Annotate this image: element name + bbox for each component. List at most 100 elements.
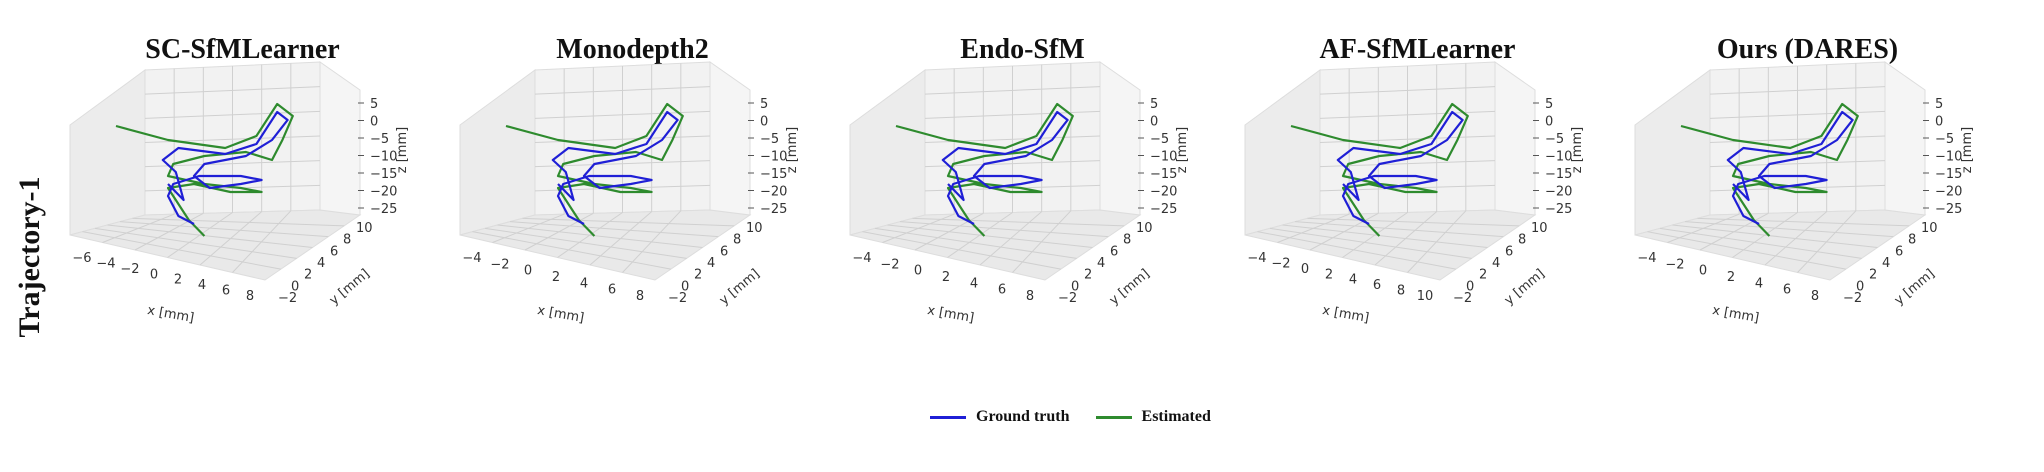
grid-line (1764, 211, 1827, 266)
grid-line (912, 217, 1125, 227)
left-pane (1244, 69, 1321, 236)
x-tick-label: 0 (150, 267, 158, 282)
z-tick-label: 5 (1150, 97, 1158, 112)
z-tick-label: −20 (1935, 185, 1962, 200)
y-tick-label: −2 (1453, 291, 1472, 306)
axes-box (69, 61, 362, 281)
grid-line (1684, 221, 1894, 238)
z-tick-label: −5 (1935, 132, 1954, 147)
trajectory-estimated (505, 102, 684, 237)
y-tick-label: 4 (1097, 256, 1105, 271)
right-pane (1099, 61, 1141, 216)
z-tick-label: 0 (1935, 115, 1943, 130)
x-tick-label: 8 (636, 289, 644, 304)
y-tick-label: −2 (1058, 291, 1077, 306)
y-axis-label: y [mm] (1892, 266, 1938, 308)
legend-item-ground-truth: Ground truth (930, 408, 1070, 426)
grid-line (522, 217, 735, 227)
y-tick-label: 10 (1531, 221, 1548, 236)
trajectory-ground-truth (1726, 110, 1854, 225)
z-tick-label: −15 (1935, 167, 1962, 182)
z-tick-label: −5 (1150, 132, 1169, 147)
x-tick-label: 4 (580, 276, 588, 291)
grid-line (887, 224, 1093, 248)
x-tick-label: 0 (524, 264, 532, 279)
left-pane (459, 69, 536, 236)
z-tick-label: 5 (1545, 97, 1553, 112)
trajectory-estimated (1290, 102, 1469, 237)
legend-swatch-estimated (1095, 415, 1132, 419)
z-tick-label: −10 (1150, 150, 1177, 165)
grid-line (119, 221, 329, 238)
x-tick-label: 0 (1301, 262, 1309, 277)
panel-af-sfmlearner: AF-SfMLearner 5 0 −5 −10 −15 −20 −25 z [mm] −4 −2… (1225, 0, 1610, 440)
y-tick-label: 6 (1895, 244, 1903, 259)
y-tick-label: 0 (291, 279, 299, 294)
panel-endo-sfm: Endo-SfM 5 0 −5 −10 −15 −20 −25 z [mm] −4 −2 0 2 4 6 8… (830, 0, 1215, 440)
y-tick-label: 8 (733, 233, 741, 248)
z-axis-label: z [mm] (785, 127, 800, 173)
x-tick-label: 4 (1349, 273, 1357, 288)
z-tick-label: −15 (1545, 167, 1572, 182)
y-tick-label: 10 (1136, 221, 1153, 236)
plot-3d: 50−5−10−15−20−25z [mm]−4 −2 0 2 4 6 8 10x [mm]−… (1244, 61, 1585, 326)
y-tick-label: 10 (1921, 221, 1938, 236)
x-tick-label: −2 (880, 257, 899, 272)
x-tick-label: −4 (1637, 251, 1656, 266)
grid-line (1269, 227, 1472, 259)
panel-title: Endo-SfM (960, 34, 1085, 65)
y-axis-label: y [mm] (717, 266, 763, 308)
x-tick-label: 10 (1417, 289, 1434, 304)
grid-line (1647, 231, 1846, 270)
z-tick-label: 0 (1150, 115, 1158, 130)
x-tick-label: 8 (246, 289, 254, 304)
legend-item-estimated: Estimated (1095, 408, 1211, 426)
x-tick-label: −2 (1271, 256, 1290, 271)
z-tick-label: 5 (1935, 97, 1943, 112)
x-tick-label: 8 (1397, 284, 1405, 299)
grid-line (862, 231, 1061, 270)
grid-line (94, 227, 297, 259)
grid-line (899, 221, 1109, 238)
legend-label-ground-truth: Ground truth (976, 408, 1070, 425)
z-tick-label: −10 (760, 150, 787, 165)
x-tick-label: 6 (998, 283, 1006, 298)
z-tick-label: −5 (760, 132, 779, 147)
x-tick-label: 6 (608, 283, 616, 298)
z-tick-label: −25 (1150, 202, 1177, 217)
row-label: Trajectory-1 (13, 176, 46, 338)
z-tick-label: 5 (370, 97, 378, 112)
x-tick-label: 2 (1325, 267, 1333, 282)
panel-title: SC-SfMLearner (145, 34, 340, 65)
z-tick-label: 0 (370, 115, 378, 130)
y-tick-label: 8 (1908, 233, 1916, 248)
y-tick-label: 2 (1869, 268, 1877, 283)
y-tick-label: 0 (1071, 279, 1079, 294)
y-tick-label: 4 (707, 256, 715, 271)
trajectory-estimated (115, 102, 294, 237)
grid-line (199, 211, 262, 266)
plot-3d: 50−5−10−15−20−25z [mm]−6 −4 −2 0 2 4 6 8x [mm]−… (69, 61, 410, 326)
grid-line (1307, 217, 1520, 227)
panel-monodepth2: Monodepth2 5 0 −5 −10 −15 −20 −25 z [mm] −4 −2 0 2 4… (440, 0, 825, 440)
z-tick-label: −15 (370, 167, 397, 182)
grid-line (1294, 221, 1504, 238)
grid-line (1407, 210, 1467, 273)
z-tick-label: −20 (1150, 185, 1177, 200)
y-tick-label: 6 (720, 244, 728, 259)
y-tick-label: 8 (343, 233, 351, 248)
grid-line (232, 210, 292, 273)
x-tick-label: 4 (198, 278, 206, 293)
z-tick-label: −25 (1935, 202, 1962, 217)
x-tick-label: 2 (942, 270, 950, 285)
axes-box (1244, 61, 1537, 281)
y-tick-label: 2 (1084, 268, 1092, 283)
y-tick-label: 0 (1856, 279, 1864, 294)
y-tick-label: 4 (1492, 256, 1500, 271)
x-axis-label: x [mm] (926, 303, 975, 326)
grid-line (1659, 227, 1862, 259)
x-tick-label: −6 (72, 251, 91, 266)
y-tick-label: 6 (1110, 244, 1118, 259)
x-tick-label: 6 (1373, 278, 1381, 293)
right-pane (319, 61, 361, 216)
